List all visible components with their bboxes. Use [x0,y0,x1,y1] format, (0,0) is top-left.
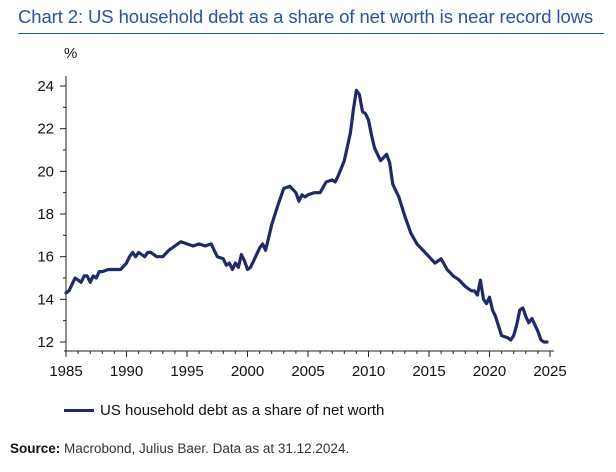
legend-swatch [64,409,94,412]
y-tick-label: 24 [37,78,54,95]
source-note: Source: Macrobond, Julius Baer. Data as … [10,441,349,456]
x-tick-label: 2000 [231,363,264,380]
x-tick-label: 1985 [49,363,82,380]
y-tick-label: 16 [37,249,54,266]
x-tick-label: 2005 [291,363,324,380]
x-tick-label: 2015 [412,363,445,380]
legend: US household debt as a share of net wort… [64,402,384,419]
y-axis: 12 14 16 18 20 22 24 [37,76,67,351]
line-chart: % 12 14 16 18 20 22 24 1985 1990 1995 2000 2005 201… [37,45,567,380]
x-axis: 1985 1990 1995 2000 2005 2010 2015 2020 2025 [49,350,567,380]
y-tick-label: 12 [37,334,54,351]
legend-label: US household debt as a share of net wort… [100,402,385,419]
plot-area [64,88,549,344]
y-tick-label: 18 [37,206,54,223]
x-tick-label: 1990 [110,363,143,380]
source-label: Source: [10,441,61,456]
x-tick-label: 2010 [352,363,385,380]
y-tick-label: 20 [37,163,54,180]
x-tick-label: 1995 [170,363,203,380]
source-text: Macrobond, Julius Baer. Data as at 31.12… [60,441,350,456]
y-axis-unit-label: % [64,45,77,62]
title-underline [18,33,604,34]
chart-title: Chart 2: US household debt as a share of… [18,6,594,27]
x-tick-label: 2025 [533,363,566,380]
y-tick-label: 14 [37,291,54,308]
x-tick-label: 2020 [473,363,506,380]
y-tick-label: 22 [37,121,54,138]
series-line [64,88,549,344]
